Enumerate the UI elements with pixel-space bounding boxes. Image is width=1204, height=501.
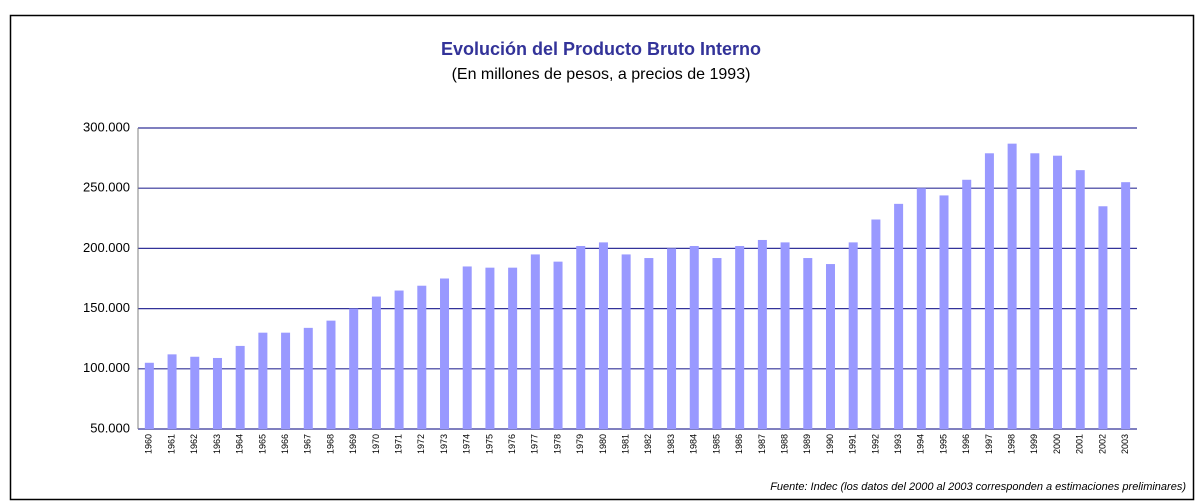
bar (984, 153, 994, 429)
bar (371, 296, 381, 429)
bar (894, 203, 904, 429)
bar (1098, 206, 1108, 429)
bar (281, 332, 291, 429)
bar (394, 290, 404, 429)
x-tick-label: 1969 (348, 434, 358, 454)
x-tick-label: 1988 (779, 434, 789, 454)
bar (1030, 153, 1040, 429)
bar (757, 239, 767, 429)
x-tick-label: 1963 (212, 434, 222, 454)
x-tick-label: 1981 (621, 434, 631, 454)
bar (825, 264, 835, 429)
bar (689, 245, 699, 429)
bar (303, 327, 313, 429)
x-tick-label: 1974 (462, 434, 472, 454)
x-tick-label: 1999 (1029, 434, 1039, 454)
bar (462, 266, 472, 429)
bar (1075, 170, 1085, 429)
bar (962, 179, 972, 429)
bar (485, 267, 495, 429)
bar (576, 245, 586, 429)
bar (848, 242, 858, 429)
bar (144, 362, 154, 429)
y-tick-label: 150.000 (83, 300, 130, 315)
bar (1053, 155, 1063, 429)
bar (508, 267, 518, 429)
x-tick-label: 1997 (984, 434, 994, 454)
x-tick-label: 1983 (666, 434, 676, 454)
x-tick-label: 2001 (1075, 434, 1085, 454)
x-tick-label: 1975 (484, 434, 494, 454)
x-tick-label: 1976 (507, 434, 517, 454)
source-note: Fuente: Indec (los datos del 2000 al 200… (770, 481, 1186, 493)
bar (235, 345, 245, 429)
bar (803, 258, 813, 429)
x-tick-label: 1979 (575, 434, 585, 454)
bar (916, 188, 926, 429)
x-tick-label: 1998 (1007, 434, 1017, 454)
bar (190, 356, 200, 429)
bar (1007, 143, 1017, 430)
x-tick-label: 1989 (802, 434, 812, 454)
bar (939, 195, 949, 429)
bar (644, 258, 654, 429)
x-tick-label: 1995 (938, 434, 948, 454)
x-tick-label: 1982 (643, 434, 653, 454)
x-tick-label: 1972 (416, 434, 426, 454)
bar (553, 261, 563, 429)
x-tick-label: 1978 (552, 434, 562, 454)
x-tick-label: 1985 (711, 434, 721, 454)
x-tick-label: 1986 (734, 434, 744, 454)
bar (871, 219, 881, 429)
frame (9, 14, 1195, 501)
bar (780, 242, 790, 429)
bar (621, 254, 631, 429)
bar (167, 354, 177, 429)
x-tick-label: 1996 (961, 434, 971, 454)
y-tick-label: 200.000 (83, 240, 130, 255)
x-tick-label: 2000 (1052, 434, 1062, 454)
x-tick-label: 1993 (893, 434, 903, 454)
bar (258, 332, 268, 429)
y-tick-label: 50.000 (90, 420, 130, 435)
bar (417, 285, 427, 429)
x-tick-label: 1973 (439, 434, 449, 454)
bar (440, 278, 450, 429)
x-tick-label: 1964 (235, 434, 245, 454)
bar (667, 248, 677, 429)
x-tick-label: 2002 (1097, 434, 1107, 454)
x-tick-label: 1965 (257, 434, 267, 454)
bar (349, 308, 359, 429)
x-tick-label: 2003 (1120, 434, 1130, 454)
x-tick-label: 1992 (870, 434, 880, 454)
x-tick-label: 1967 (303, 434, 313, 454)
x-tick-label: 1962 (189, 434, 199, 454)
x-tick-label: 1977 (530, 434, 540, 454)
x-tick-label: 1966 (280, 434, 290, 454)
x-tick-label: 1994 (916, 434, 926, 454)
y-tick-label: 100.000 (83, 360, 130, 375)
chart-subtitle: (En millones de pesos, a precios de 1993… (452, 66, 751, 83)
x-tick-label: 1980 (598, 434, 608, 454)
x-tick-label: 1961 (166, 434, 176, 454)
bar (712, 258, 722, 429)
x-tick-label: 1984 (689, 434, 699, 454)
x-tick-label: 1971 (393, 434, 403, 454)
bar (1121, 182, 1131, 429)
bar (326, 320, 336, 429)
x-tick-label: 1987 (757, 434, 767, 454)
x-tick-label: 1970 (371, 434, 381, 454)
chart-title: Evolución del Producto Bruto Interno (441, 39, 761, 59)
x-tick-label: 1991 (848, 434, 858, 454)
x-tick-label: 1968 (325, 434, 335, 454)
bar (735, 245, 745, 429)
bar (530, 254, 540, 429)
x-tick-label: 1990 (825, 434, 835, 454)
bar (598, 242, 608, 429)
bar (212, 357, 222, 429)
y-tick-label: 300.000 (83, 119, 130, 134)
y-tick-label: 250.000 (83, 180, 130, 195)
x-tick-label: 1960 (144, 434, 154, 454)
